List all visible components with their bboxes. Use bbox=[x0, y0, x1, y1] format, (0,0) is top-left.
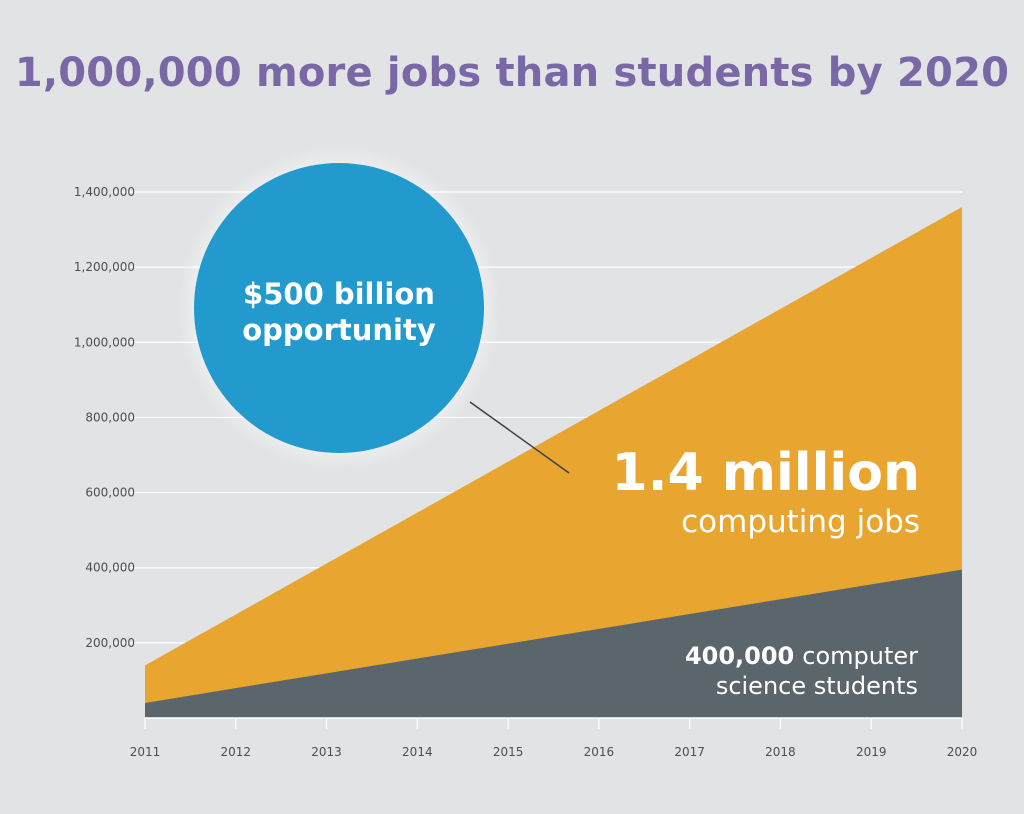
y-tick-label: 600,000 bbox=[85, 486, 135, 500]
x-tick-label: 2011 bbox=[130, 745, 161, 759]
y-tick-label: 800,000 bbox=[85, 410, 135, 424]
x-tick-label: 2012 bbox=[221, 745, 252, 759]
jobs-annotation-small: computing jobs bbox=[681, 504, 920, 540]
x-tick-label: 2018 bbox=[765, 745, 796, 759]
x-tick-label: 2017 bbox=[674, 745, 705, 759]
x-tick-label: 2013 bbox=[311, 745, 342, 759]
students-annotation-small: computer bbox=[802, 642, 918, 670]
opportunity-bubble: $500 billion opportunity bbox=[177, 146, 570, 474]
students-annotation-big: 400,000 bbox=[685, 642, 794, 670]
x-tick-label: 2014 bbox=[402, 745, 433, 759]
chart-title: 1,000,000 more jobs than students by 202… bbox=[14, 50, 1010, 96]
x-tick-label: 2016 bbox=[584, 745, 615, 759]
bubble-label-line1: $500 billion bbox=[243, 277, 435, 311]
students-annotation-line2: science students bbox=[716, 672, 918, 700]
area-annotations: 1.4 million computing jobs 400,000 comput… bbox=[612, 443, 920, 700]
y-tick-label: 1,400,000 bbox=[74, 185, 135, 199]
axes: 2011 2012 2013 2014 2015 2016 2017 2018 2019 2020 bbox=[130, 717, 978, 759]
bubble-circle bbox=[194, 163, 484, 453]
students-annotation-line1: 400,000 computer bbox=[685, 642, 918, 670]
y-tick-label: 1,000,000 bbox=[74, 335, 135, 349]
x-tick-label: 2019 bbox=[856, 745, 887, 759]
bubble-label-line2: opportunity bbox=[242, 313, 436, 347]
x-tick-label: 2020 bbox=[947, 745, 978, 759]
x-tick-label: 2015 bbox=[493, 745, 524, 759]
jobs-annotation-big: 1.4 million bbox=[612, 443, 920, 503]
y-tick-label: 400,000 bbox=[85, 561, 135, 575]
y-tick-label: 1,200,000 bbox=[74, 260, 135, 274]
bubble-pointer-line bbox=[469, 401, 570, 474]
y-tick-label: 200,000 bbox=[85, 636, 135, 650]
students-area bbox=[145, 569, 962, 718]
